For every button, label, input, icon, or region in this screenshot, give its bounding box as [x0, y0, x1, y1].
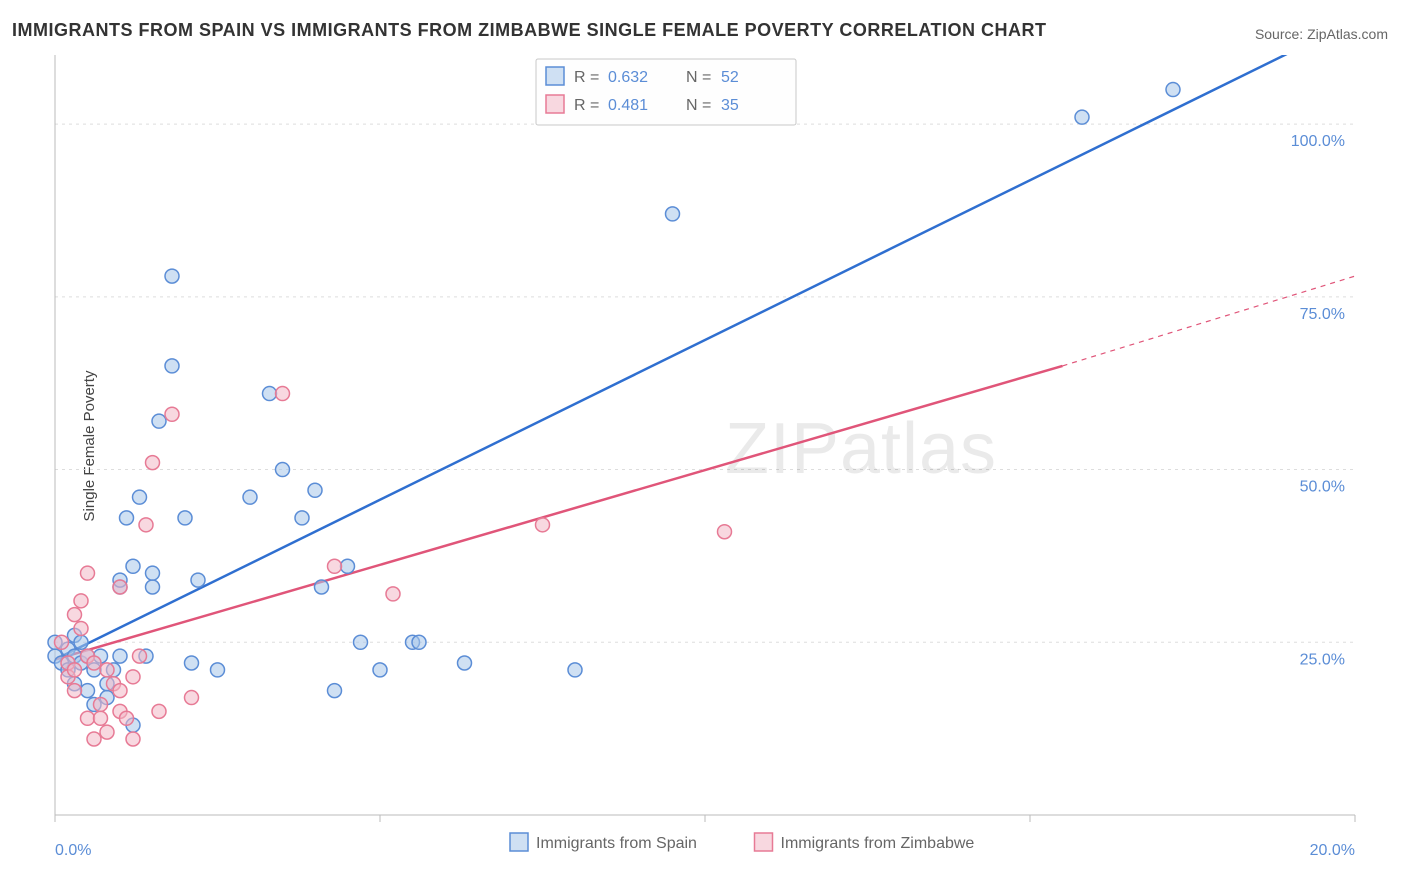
data-point — [386, 587, 400, 601]
data-point — [146, 566, 160, 580]
data-point — [191, 573, 205, 587]
y-tick-label: 75.0% — [1300, 306, 1345, 323]
data-point — [146, 456, 160, 470]
data-point — [718, 525, 732, 539]
x-tick-label: 20.0% — [1310, 842, 1355, 859]
data-point — [328, 559, 342, 573]
y-tick-label: 100.0% — [1291, 133, 1345, 150]
data-point — [81, 566, 95, 580]
data-point — [666, 207, 680, 221]
data-point — [276, 387, 290, 401]
data-point — [113, 684, 127, 698]
data-point — [328, 684, 342, 698]
data-point — [126, 732, 140, 746]
data-point — [120, 711, 134, 725]
data-point — [458, 656, 472, 670]
scatter-chart: 0.0% 20.0% 25.0% 50.0% 75.0% 100.0% ZIPatlas R … — [0, 0, 1406, 892]
data-point — [94, 697, 108, 711]
legend-series-label: Immigrants from Zimbabwe — [781, 835, 975, 852]
data-point — [185, 656, 199, 670]
data-point — [536, 518, 550, 532]
y-tick-label: 50.0% — [1300, 479, 1345, 496]
data-point — [354, 635, 368, 649]
data-point — [100, 725, 114, 739]
data-point — [74, 635, 88, 649]
data-point — [87, 732, 101, 746]
data-point — [1166, 83, 1180, 97]
data-point — [1075, 110, 1089, 124]
data-point — [152, 414, 166, 428]
data-point — [211, 663, 225, 677]
legend-n-label: N = — [686, 69, 711, 86]
legend-series-label: Immigrants from Spain — [536, 835, 697, 852]
watermark: ZIPatlas — [725, 409, 997, 489]
data-point — [87, 656, 101, 670]
legend-r-value: 0.632 — [608, 69, 648, 86]
trend-line — [55, 366, 1063, 660]
legend-r-label: R = — [574, 97, 599, 114]
data-point — [120, 511, 134, 525]
data-point — [308, 483, 322, 497]
legend-r-label: R = — [574, 69, 599, 86]
series-immigrants-from-zimbabwe — [55, 387, 732, 746]
data-point — [94, 711, 108, 725]
data-point — [74, 594, 88, 608]
data-point — [133, 490, 147, 504]
data-point — [113, 580, 127, 594]
legend-n-value: 52 — [721, 69, 739, 86]
data-point — [68, 608, 82, 622]
data-point — [315, 580, 329, 594]
data-point — [263, 387, 277, 401]
legend-swatch — [755, 833, 773, 851]
legend-swatch — [546, 95, 564, 113]
legend-n-value: 35 — [721, 97, 739, 114]
data-point — [165, 407, 179, 421]
data-point — [276, 463, 290, 477]
data-point — [81, 711, 95, 725]
data-point — [126, 670, 140, 684]
data-point — [139, 518, 153, 532]
data-point — [341, 559, 355, 573]
data-point — [185, 691, 199, 705]
data-point — [295, 511, 309, 525]
data-point — [412, 635, 426, 649]
y-tick-label: 25.0% — [1300, 651, 1345, 668]
legend-swatch — [546, 67, 564, 85]
data-point — [146, 580, 160, 594]
data-point — [165, 359, 179, 373]
data-point — [133, 649, 147, 663]
data-point — [165, 269, 179, 283]
data-point — [68, 663, 82, 677]
legend-swatch — [510, 833, 528, 851]
data-point — [126, 559, 140, 573]
data-point — [243, 490, 257, 504]
legend-n-label: N = — [686, 97, 711, 114]
data-point — [100, 663, 114, 677]
data-point — [113, 649, 127, 663]
data-point — [152, 704, 166, 718]
legend-r-value: 0.481 — [608, 97, 648, 114]
data-point — [81, 684, 95, 698]
data-point — [74, 621, 88, 635]
data-point — [68, 684, 82, 698]
data-point — [373, 663, 387, 677]
data-point — [178, 511, 192, 525]
series-immigrants-from-spain — [48, 83, 1180, 733]
x-tick-label: 0.0% — [55, 842, 91, 859]
data-point — [568, 663, 582, 677]
data-point — [55, 635, 69, 649]
